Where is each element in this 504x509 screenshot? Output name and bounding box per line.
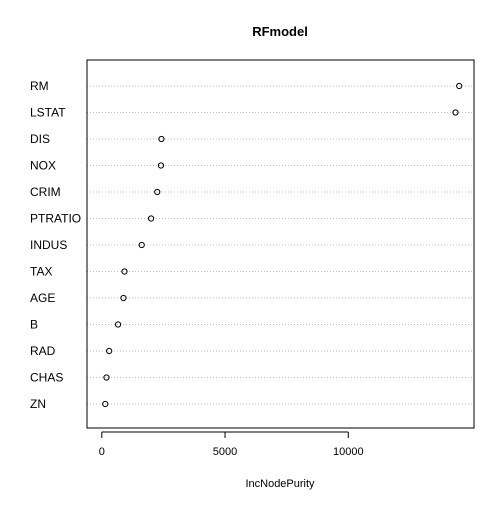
data-point xyxy=(157,162,165,169)
category-label: RAD xyxy=(30,344,56,358)
category-labels: RM LSTAT DIS NOX CRIM PTRATIO INDUS TAX AGE B RAD C… xyxy=(30,79,81,411)
data-point xyxy=(103,374,110,381)
data-point xyxy=(114,321,122,328)
category-label: CRIM xyxy=(30,185,61,199)
x-tick-label: 0 xyxy=(99,446,105,458)
category-label: ZN xyxy=(30,397,46,411)
data-point xyxy=(456,82,463,90)
category-label: PTRATIO xyxy=(30,212,81,226)
category-label: TAX xyxy=(30,265,52,279)
x-tick-label: 10000 xyxy=(333,446,364,458)
category-label: AGE xyxy=(30,291,55,305)
data-point xyxy=(138,241,145,249)
data-point xyxy=(120,294,127,302)
x-axis-label: IncNodePurity xyxy=(245,478,315,490)
category-label: CHAS xyxy=(30,371,63,385)
data-point xyxy=(102,400,109,408)
plot-frame xyxy=(86,59,475,429)
chart-title: RFmodel xyxy=(252,24,308,39)
data-point xyxy=(106,347,113,355)
data-point xyxy=(452,109,459,116)
x-tick-label: 5000 xyxy=(213,446,237,458)
category-label: B xyxy=(30,318,38,332)
category-label: INDUS xyxy=(30,238,67,252)
data-point xyxy=(158,135,165,143)
data-point xyxy=(121,268,128,275)
category-label: RM xyxy=(30,79,49,93)
data-points xyxy=(102,82,463,408)
category-label: NOX xyxy=(30,159,56,173)
data-point xyxy=(147,215,155,222)
category-label: DIS xyxy=(30,132,50,146)
x-axis: 0 5000 10000 xyxy=(99,431,364,458)
data-point xyxy=(154,188,161,196)
category-label: LSTAT xyxy=(30,106,66,120)
